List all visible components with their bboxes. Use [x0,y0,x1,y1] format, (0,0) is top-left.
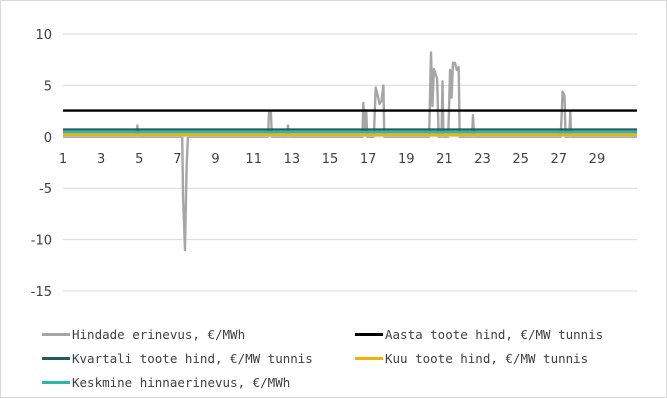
x-tick-label: 27 [551,152,568,167]
x-tick-label: 13 [284,152,301,167]
legend-label: Aasta toote hind, €/MW tunnis [385,327,604,342]
legend-swatch [42,357,70,360]
x-tick-label: 3 [97,152,105,167]
legend-swatch [42,333,70,336]
legend: Hindade erinevus, €/MWh Aasta toote hind… [0,320,667,398]
x-tick-label: 5 [135,152,143,167]
legend-swatch [355,333,383,336]
gridlines [63,33,637,292]
legend-item-kvartali-toote-hind: Kvartali toote hind, €/MW tunnis [42,351,313,366]
x-tick-label: 7 [173,152,181,167]
legend-item-kuu-toote-hind: Kuu toote hind, €/MW tunnis [355,351,588,366]
x-tick-label: 11 [245,152,262,167]
legend-item-keskmine-hinnaerinevus: Keskmine hinnaerinevus, €/MWh [42,375,290,390]
y-tick-label: -10 [31,234,52,249]
y-tick-label: -15 [31,285,52,300]
x-tick-label: 17 [360,152,377,167]
legend-label: Kuu toote hind, €/MW tunnis [385,351,589,366]
legend-swatch [355,357,383,360]
y-tick-label: -5 [39,182,52,197]
x-tick-label: 23 [474,152,491,167]
x-tick-label: 15 [322,152,339,167]
legend-label: Kvartali toote hind, €/MW tunnis [72,351,313,366]
legend-item-hindade-erinevus: Hindade erinevus, €/MWh [42,327,245,342]
x-tick-label: 21 [436,152,453,167]
legend-label: Hindade erinevus, €/MWh [72,327,246,342]
x-tick-label: 19 [398,152,415,167]
legend-label: Keskmine hinnaerinevus, €/MWh [72,375,291,390]
x-tick-label: 25 [512,152,529,167]
y-tick-label: 0 [44,131,52,146]
x-axis-ticks: 1 3 5 7 9 11 13 15 17 19 21 23 25 27 29 [59,152,605,167]
legend-item-aasta-toote-hind: Aasta toote hind, €/MW tunnis [355,327,603,342]
y-tick-label: 5 [44,79,52,94]
x-tick-label: 9 [211,152,219,167]
y-axis-ticks: 10 5 0 -5 -10 -15 [31,28,52,300]
legend-swatch [42,381,70,384]
y-tick-label: 10 [35,28,52,43]
x-tick-label: 1 [59,152,67,167]
x-tick-label: 29 [589,152,606,167]
